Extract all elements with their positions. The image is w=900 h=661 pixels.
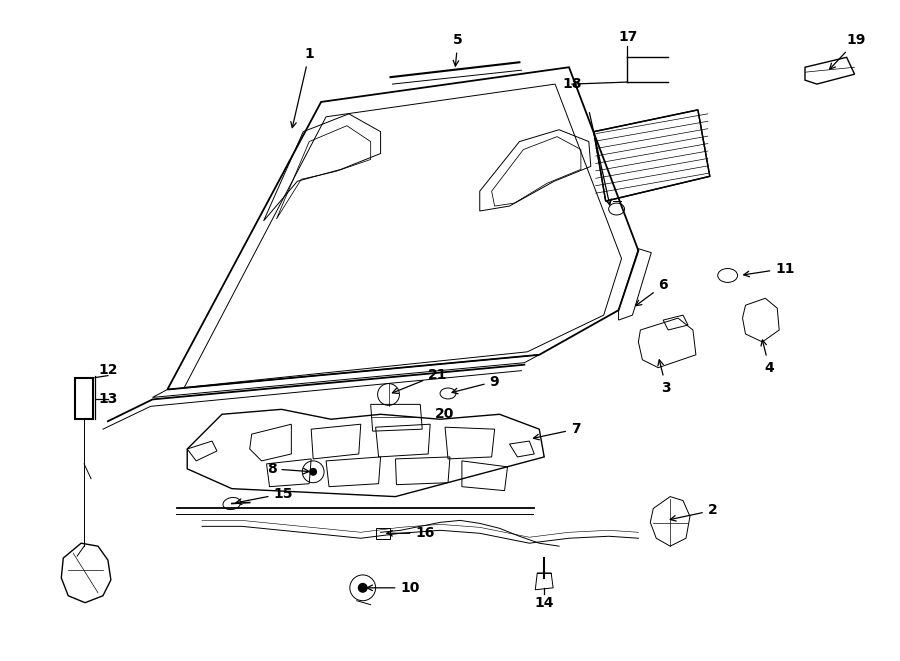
Text: 3: 3 [658,360,671,395]
Text: 15: 15 [236,486,293,504]
Text: 14: 14 [535,596,554,609]
Circle shape [358,583,368,593]
Text: 7: 7 [534,422,580,440]
Text: 17: 17 [619,30,638,44]
Text: 4: 4 [761,340,774,375]
Text: 9: 9 [452,375,500,394]
Text: 19: 19 [830,34,866,69]
Text: 16: 16 [387,526,435,540]
Text: 2: 2 [670,504,717,521]
Text: 6: 6 [635,278,668,305]
Text: 8: 8 [266,462,309,476]
Bar [76,377,93,419]
Circle shape [310,468,317,476]
Text: 1: 1 [291,48,314,128]
Bar [375,528,390,539]
Text: 21: 21 [392,368,447,393]
Text: 5: 5 [453,34,463,66]
Text: 12: 12 [98,363,118,377]
Text: 10: 10 [367,581,419,595]
Text: 13: 13 [98,393,118,407]
Text: 20: 20 [436,407,454,421]
Text: 18: 18 [562,77,581,91]
Text: 11: 11 [743,262,795,277]
